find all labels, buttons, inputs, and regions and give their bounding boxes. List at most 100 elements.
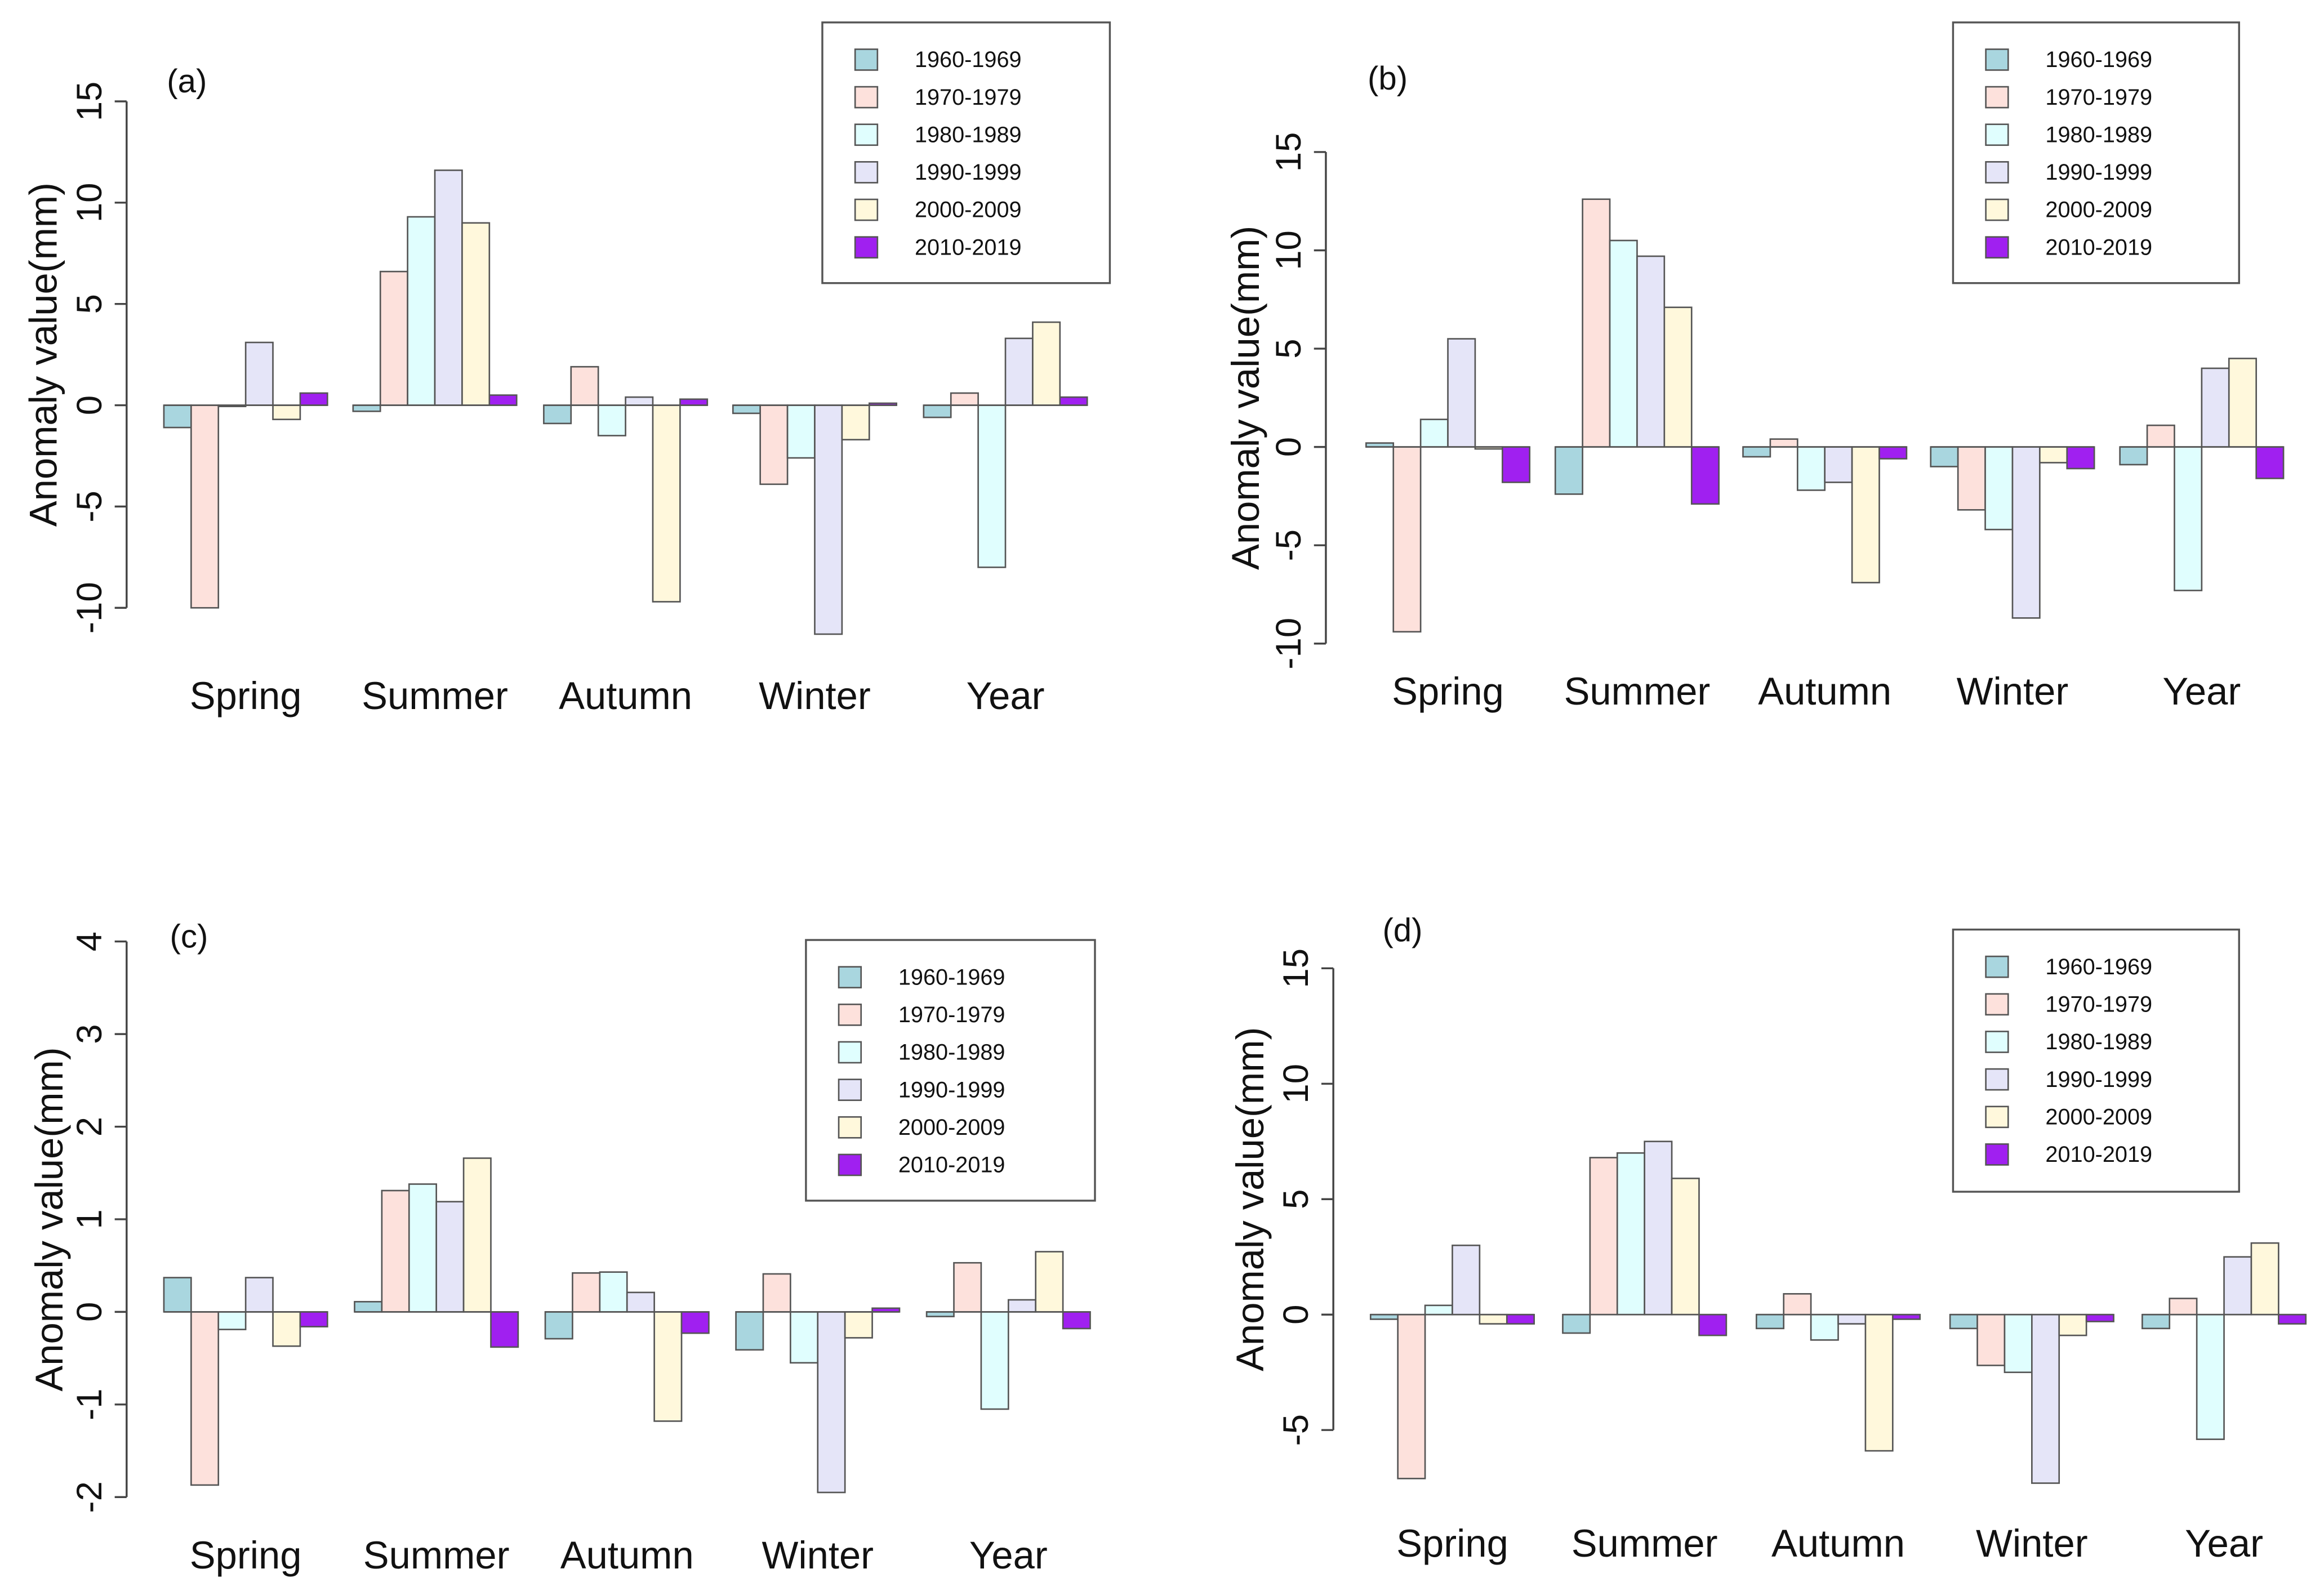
bar-summer-1970-1979: [379, 270, 408, 406]
bar-spring-2000-2009: [272, 1311, 301, 1347]
y-tick-label: 0: [1276, 1305, 1316, 1325]
x-category-label: Year: [969, 1534, 1048, 1577]
legend-label: 1980-1989: [2045, 122, 2152, 147]
bar-spring-1960-1969: [163, 404, 192, 429]
legend-label: 1980-1989: [915, 122, 1022, 147]
bar-winter-1990-1999: [817, 1311, 846, 1494]
legend-swatch: [854, 123, 879, 146]
bar-winter-1980-1989: [790, 1311, 819, 1364]
legend-swatch: [1985, 198, 2009, 221]
bar-winter-1980-1989: [786, 404, 816, 459]
legend-swatch: [1985, 48, 2009, 71]
bar-spring-1990-1999: [1452, 1244, 1481, 1316]
y-tick-label: 15: [1269, 132, 1308, 172]
legend-label: 1990-1999: [2045, 1067, 2152, 1092]
x-category-label: Summer: [1571, 1522, 1718, 1565]
bar-winter-2000-2009: [841, 404, 870, 441]
bar-winter-1980-1989: [2004, 1313, 2033, 1374]
bar-year-2000-2009: [1035, 1251, 1064, 1313]
bar-summer-1970-1979: [1589, 1157, 1618, 1316]
bar-spring-1970-1979: [190, 404, 220, 609]
legend-label: 1970-1979: [915, 85, 1022, 110]
bar-year-1970-1979: [953, 1262, 982, 1313]
x-category-label: Spring: [1392, 670, 1504, 713]
bar-summer-1980-1989: [1616, 1152, 1645, 1316]
legend-swatch: [1985, 1031, 2009, 1053]
bar-autumn-2010-2019: [680, 1311, 710, 1334]
bar-autumn-1960-1969: [1755, 1313, 1785, 1330]
bar-autumn-1990-1999: [1824, 446, 1853, 483]
legend-swatch: [838, 1116, 862, 1139]
bar-winter-1970-1979: [759, 404, 789, 485]
legend-label: 1960-1969: [898, 965, 1005, 990]
bar-summer-2000-2009: [1671, 1178, 1700, 1316]
bar-autumn-1980-1989: [599, 1271, 628, 1313]
bar-summer-1970-1979: [381, 1189, 410, 1313]
bar-autumn-1980-1989: [597, 404, 626, 436]
bar-spring-1980-1989: [1424, 1304, 1453, 1316]
bar-year-2010-2019: [2278, 1313, 2307, 1325]
legend-swatch: [854, 161, 879, 184]
legend-swatch: [1985, 1143, 2009, 1166]
legend-swatch: [1985, 161, 2009, 184]
x-category-label: Winter: [759, 674, 871, 717]
panel-label: (d): [1382, 912, 1422, 949]
bar-year-2000-2009: [2250, 1242, 2280, 1316]
x-category-label: Autumn: [559, 674, 692, 717]
bar-winter-1960-1969: [732, 404, 762, 415]
bar-autumn-2000-2009: [652, 404, 681, 603]
bar-year-1980-1989: [980, 1311, 1009, 1410]
bar-year-2010-2019: [1062, 1311, 1091, 1330]
panel-label: (a): [167, 63, 207, 100]
y-tick-label: -5: [70, 491, 109, 522]
bar-autumn-1960-1969: [1742, 446, 1771, 458]
bar-year-1960-1969: [2142, 1313, 2171, 1330]
y-tick-label: 2: [70, 1117, 109, 1137]
bar-autumn-1990-1999: [625, 396, 654, 406]
x-category-label: Autumn: [560, 1534, 694, 1577]
legend-label: 1970-1979: [2045, 85, 2152, 110]
x-category-label: Spring: [190, 674, 302, 717]
y-tick-label: 15: [1276, 948, 1316, 988]
x-category-label: Year: [2162, 670, 2241, 713]
legend-label: 2000-2009: [915, 198, 1022, 222]
legend-label: 1960-1969: [2045, 955, 2152, 979]
bar-autumn-1970-1979: [1783, 1293, 1812, 1316]
legend-label: 1990-1999: [915, 160, 1022, 185]
legend-swatch: [838, 1003, 862, 1026]
bar-year-2010-2019: [1059, 396, 1088, 406]
legend-label: 2010-2019: [898, 1153, 1005, 1178]
legend-swatch: [854, 236, 879, 259]
bar-year-1970-1979: [2146, 424, 2175, 448]
legend-swatch: [854, 198, 879, 221]
legend-label: 2000-2009: [2045, 1104, 2152, 1129]
bar-winter-2000-2009: [2058, 1313, 2087, 1336]
legend-label: 2010-2019: [2045, 235, 2152, 260]
bar-autumn-1980-1989: [1810, 1313, 1839, 1341]
panel-label: (b): [1368, 60, 1408, 97]
x-category-label: Summer: [362, 674, 508, 717]
y-axis-label: Anomaly value(mm): [28, 1047, 71, 1391]
panel-a: (a) -10 -5 0 5 10 15 Anomaly value(mm) Spring Sum…: [22, 21, 1111, 717]
bar-summer-1960-1969: [1554, 446, 1583, 495]
bar-summer-2000-2009: [1663, 306, 1693, 448]
bar-winter-1960-1969: [1949, 1313, 1978, 1330]
legend-label: 1970-1979: [2045, 992, 2152, 1017]
bar-summer-1990-1999: [1636, 255, 1666, 448]
x-category-label: Autumn: [1758, 670, 1891, 713]
bar-spring-1980-1989: [1419, 418, 1449, 448]
bar-year-2000-2009: [1032, 321, 1061, 406]
legend-swatch: [1985, 86, 2009, 109]
bar-summer-1970-1979: [1582, 198, 1611, 448]
panel-b: (b) -10 -5 0 5 10 15 Anomaly value(mm) Spring Sum…: [1224, 21, 2285, 713]
legend-swatch: [1985, 993, 2009, 1016]
x-category-label: Winter: [1976, 1522, 2088, 1565]
bar-autumn-1980-1989: [1796, 446, 1826, 491]
legend: 1960-1969 1970-1979 1980-1989 1990-1999 2000…: [1952, 21, 2240, 284]
legend-label: 1980-1989: [2045, 1030, 2152, 1054]
bar-autumn-2010-2019: [1878, 446, 1908, 460]
bar-spring-2000-2009: [1479, 1313, 1508, 1325]
y-axis-label: Anomaly value(mm): [22, 182, 65, 527]
bar-winter-1970-1979: [762, 1273, 791, 1313]
